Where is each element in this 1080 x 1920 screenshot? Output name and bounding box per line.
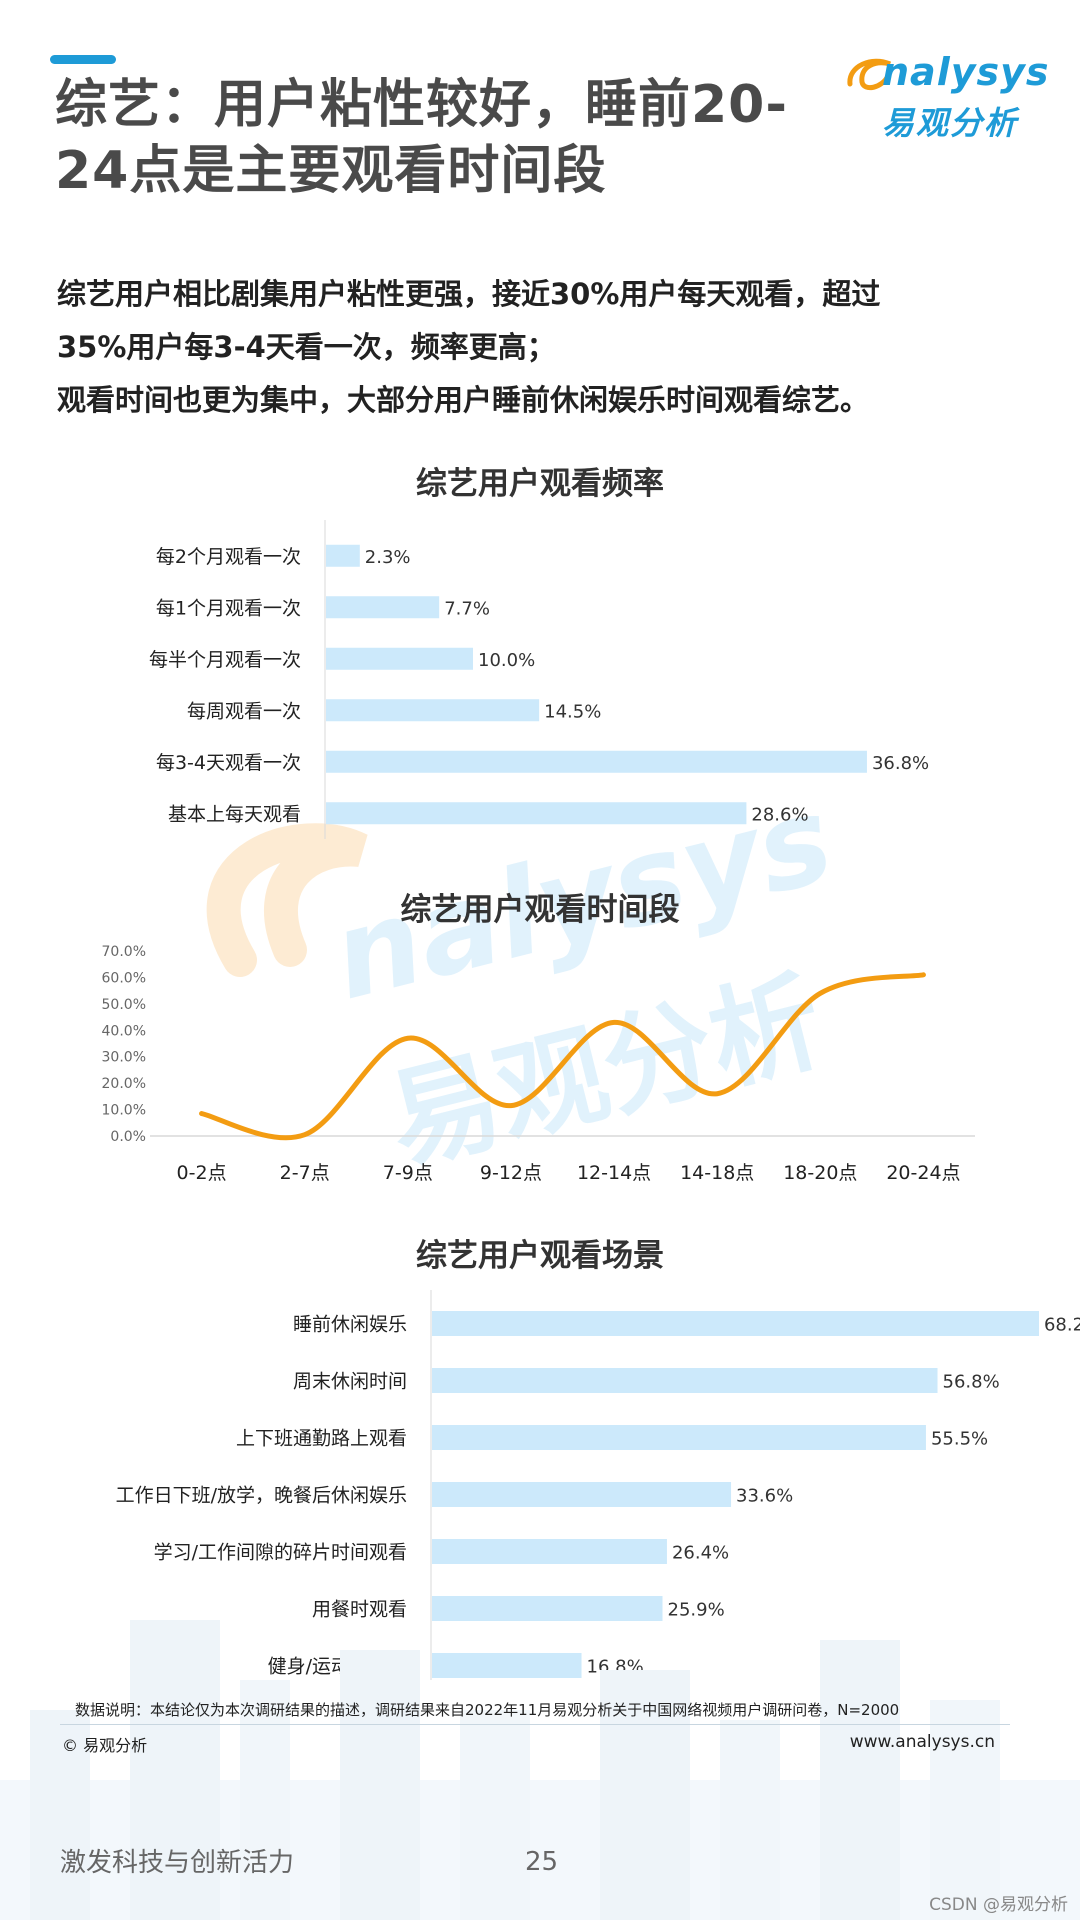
y-tick-label: 40.0% xyxy=(102,1023,146,1039)
y-tick-label: 0.0% xyxy=(110,1129,146,1145)
bar xyxy=(432,1368,938,1393)
chart-watch-time: 0.0% 10.0% 20.0% 30.0% 40.0% 50.0% 60.0% 70.0% 0… xyxy=(102,944,975,1184)
logo-text-en: nalysys xyxy=(882,50,1050,94)
bar xyxy=(326,647,473,670)
footer-divider xyxy=(60,1724,1010,1725)
value-label: 33.6% xyxy=(736,1486,793,1507)
y-tick-label: 60.0% xyxy=(102,970,146,986)
bar xyxy=(326,802,747,825)
y-tick-label: 50.0% xyxy=(102,997,146,1013)
category-label: 每周观看一次 xyxy=(187,700,301,722)
value-label: 25.9% xyxy=(668,1600,725,1621)
bar xyxy=(326,544,360,567)
logo-text-cn: 易观分析 xyxy=(882,104,1019,142)
bar xyxy=(326,699,540,722)
value-label: 7.7% xyxy=(444,598,490,619)
page-title-line2: 24点是主要观看时间段 xyxy=(55,141,607,201)
category-label: 学习/工作间隙的碎片时间观看 xyxy=(154,1542,407,1564)
category-label: 周末休闲时间 xyxy=(293,1371,407,1393)
y-tick-label: 30.0% xyxy=(102,1050,146,1066)
csdn-credit: CSDN @易观分析 xyxy=(929,1895,1068,1915)
x-tick-label: 20-24点 xyxy=(886,1162,960,1184)
city-skyline-background xyxy=(0,1620,1080,1920)
brand-logo: nalysys 易观分析 xyxy=(842,50,1049,146)
chart-watch-frequency: 每2个月观看一次 2.3% 每1个月观看一次 7.7% 每半个月观看一次 10.0% 每周观… xyxy=(149,520,929,839)
x-tick-label: 2-7点 xyxy=(280,1162,330,1184)
value-label: 28.6% xyxy=(751,804,808,825)
chart3-title: 综艺用户观看场景 xyxy=(416,1238,664,1274)
chart-watch-scene: 睡前休闲娱乐 68.2% 周末休闲时间 56.8% 上下班通勤路上观看 55.5% 工作日下… xyxy=(116,1290,1080,1680)
category-label: 上下班通勤路上观看 xyxy=(236,1428,407,1450)
y-tick-label: 10.0% xyxy=(102,1103,146,1119)
chart1-title: 综艺用户观看频率 xyxy=(416,466,664,502)
page-number: 25 xyxy=(525,1847,559,1877)
copyright: © 易观分析 xyxy=(62,1736,148,1755)
value-label: 68.2% xyxy=(1044,1315,1080,1336)
value-label: 10.0% xyxy=(478,650,535,671)
logo-swirl-icon xyxy=(847,58,892,91)
bar xyxy=(432,1653,582,1678)
bar xyxy=(432,1482,732,1507)
bar xyxy=(432,1311,1039,1336)
bar xyxy=(432,1425,926,1450)
category-label: 每半个月观看一次 xyxy=(149,649,301,671)
value-label: 2.3% xyxy=(365,547,411,568)
value-label: 14.5% xyxy=(544,701,601,722)
value-label: 56.8% xyxy=(943,1372,1000,1393)
bar xyxy=(432,1539,667,1564)
x-tick-label: 7-9点 xyxy=(383,1162,433,1184)
series-line xyxy=(199,972,926,1141)
value-label: 55.5% xyxy=(931,1429,988,1450)
y-tick-label: 70.0% xyxy=(102,944,146,960)
category-label: 每2个月观看一次 xyxy=(156,546,301,568)
category-label: 每1个月观看一次 xyxy=(156,597,301,619)
bar xyxy=(432,1596,663,1621)
website-link[interactable]: www.analysys.cn xyxy=(849,1732,995,1752)
category-label: 睡前休闲娱乐 xyxy=(293,1314,407,1336)
bar xyxy=(326,596,440,619)
page-title-line1: 综艺：用户粘性较好，睡前20- xyxy=(55,75,788,135)
x-tick-label: 14-18点 xyxy=(680,1162,754,1184)
x-tick-label: 18-20点 xyxy=(783,1162,857,1184)
y-tick-label: 20.0% xyxy=(102,1076,146,1092)
summary-line3: 观看时间也更为集中，大部分用户睡前休闲娱乐时间观看综艺。 xyxy=(57,383,870,417)
page-title: 综艺：用户粘性较好，睡前20- 24点是主要观看时间段 xyxy=(55,72,855,204)
x-tick-label: 0-2点 xyxy=(177,1162,227,1184)
category-label: 每3-4天观看一次 xyxy=(156,752,301,774)
category-label: 工作日下班/放学，晚餐后休闲娱乐 xyxy=(116,1485,407,1507)
accent-bar xyxy=(50,55,116,64)
summary-text: 综艺用户相比剧集用户粘性更强，接近30%用户每天观看，超过 35%用户每3-4天… xyxy=(57,268,1017,427)
value-label: 26.4% xyxy=(672,1543,729,1564)
summary-line1: 综艺用户相比剧集用户粘性更强，接近30%用户每天观看，超过 xyxy=(57,277,881,311)
summary-line2: 35%用户每3-4天看一次，频率更高； xyxy=(57,330,556,364)
category-label: 基本上每天观看 xyxy=(168,803,301,825)
data-note: 数据说明：本结论仅为本次调研结果的描述，调研结果来自2022年11月易观分析关于… xyxy=(75,1701,900,1719)
category-label: 用餐时观看 xyxy=(312,1599,407,1621)
chart2-title: 综艺用户观看时间段 xyxy=(400,892,680,928)
bar xyxy=(326,750,867,773)
footer-slogan: 激发科技与创新活力 xyxy=(60,1848,295,1878)
value-label: 36.8% xyxy=(872,753,929,774)
x-tick-label: 9-12点 xyxy=(480,1162,542,1184)
x-tick-label: 12-14点 xyxy=(577,1162,651,1184)
